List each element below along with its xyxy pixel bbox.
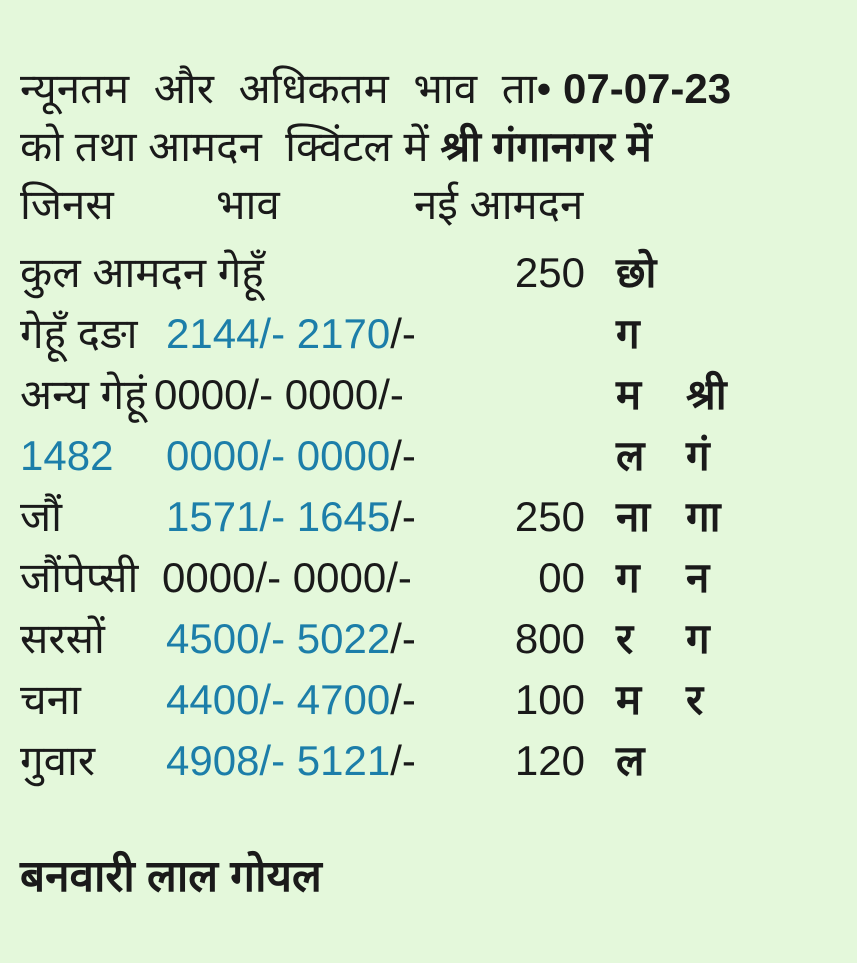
price-range: 2144/- 2170	[166, 310, 391, 357]
tag-2: न	[686, 554, 710, 601]
tag-1: ग	[616, 310, 640, 357]
rate-table: कुल आमदन गेहूँ 250 छो गेहूँ दङा 2144/- 2170…	[20, 242, 837, 791]
price-suffix: /-	[390, 615, 416, 662]
trader-signature: बनवारी लाल गोयल	[20, 852, 322, 901]
tag-1: ल	[616, 737, 645, 784]
commodity-name: जौंपेप्सी	[20, 554, 139, 601]
arrival-qty: 00	[538, 554, 585, 601]
table-row: जौं 1571/- 1645/- 250 ना गा	[20, 486, 837, 547]
tag-1: र	[616, 615, 634, 662]
table-row: कुल आमदन गेहूँ 250 छो	[20, 242, 837, 303]
arrival-qty: 250	[514, 493, 585, 540]
commodity-name: कुल आमदन गेहूँ	[20, 249, 264, 296]
arrival-qty: 800	[514, 615, 585, 662]
column-header-item: जिनस	[20, 181, 114, 228]
price-suffix: /-	[390, 493, 416, 540]
tag-1: ना	[616, 493, 651, 540]
tag-2: गं	[686, 432, 710, 479]
header-line-2-text: को तथा आमदन क्विंटल में	[20, 123, 441, 170]
tag-2: गा	[686, 493, 721, 540]
tag-2: श्री	[686, 371, 727, 418]
header-line-1: न्यूनतम और अधिकतम भाव ता• 07-07-23	[20, 60, 837, 118]
table-row: चना 4400/- 4700/- 100 म र	[20, 669, 837, 730]
table-row: जौंपेप्सी 0000/- 0000/- 00 ग न	[20, 547, 837, 608]
price-range: 4400/- 4700	[166, 676, 391, 723]
arrival-qty: 100	[514, 676, 585, 723]
price-range: 4908/- 5121	[166, 737, 391, 784]
price-range: 4500/- 5022	[166, 615, 391, 662]
commodity-name: गुवार	[20, 737, 96, 784]
price-range: 0000/- 0000/-	[162, 554, 412, 601]
tag-1: ल	[616, 432, 645, 479]
commodity-name: गेहूँ दङा	[20, 310, 138, 357]
tag-1: छो	[616, 249, 657, 296]
column-header-price: भाव	[216, 181, 280, 228]
tag-1: म	[616, 676, 642, 723]
tag-1: ग	[616, 554, 640, 601]
report-date: 07-07-23	[563, 65, 732, 112]
price-range: 0000/- 0000	[166, 432, 391, 479]
tag-1: म	[616, 371, 642, 418]
commodity-name: अन्य गेहूं	[20, 371, 147, 418]
commodity-name: सरसों	[20, 615, 105, 662]
price-suffix: /-	[390, 737, 416, 784]
arrival-qty: 120	[514, 737, 585, 784]
table-column-headers: जिनस भाव नई आमदन	[20, 176, 837, 234]
commodity-name: चना	[20, 676, 81, 723]
table-row: गुवार 4908/- 5121/- 120 ल	[20, 730, 837, 791]
commodity-name: 1482	[20, 432, 114, 479]
column-header-arrival: नई आमदन	[414, 181, 584, 228]
table-row: 1482 0000/- 0000/- ल गं	[20, 425, 837, 486]
header-line-2: को तथा आमदन क्विंटल में श्री गंगानगर में	[20, 118, 837, 176]
table-row: गेहूँ दङा 2144/- 2170/- ग	[20, 303, 837, 364]
price-range: 0000/- 0000/-	[154, 371, 404, 418]
price-suffix: /-	[390, 432, 416, 479]
tag-2: ग	[686, 615, 710, 662]
price-range: 1571/- 1645	[166, 493, 391, 540]
price-suffix: /-	[390, 310, 416, 357]
tag-2: र	[686, 676, 704, 723]
table-row: सरसों 4500/- 5022/- 800 र ग	[20, 608, 837, 669]
header-line-1-text: न्यूनतम और अधिकतम भाव ता•	[20, 65, 552, 112]
table-row: अन्य गेहूं 0000/- 0000/- म श्री	[20, 364, 837, 425]
price-suffix: /-	[390, 676, 416, 723]
arrival-qty: 250	[514, 249, 585, 296]
market-name: श्री गंगानगर में	[440, 123, 652, 170]
commodity-name: जौं	[20, 493, 63, 540]
